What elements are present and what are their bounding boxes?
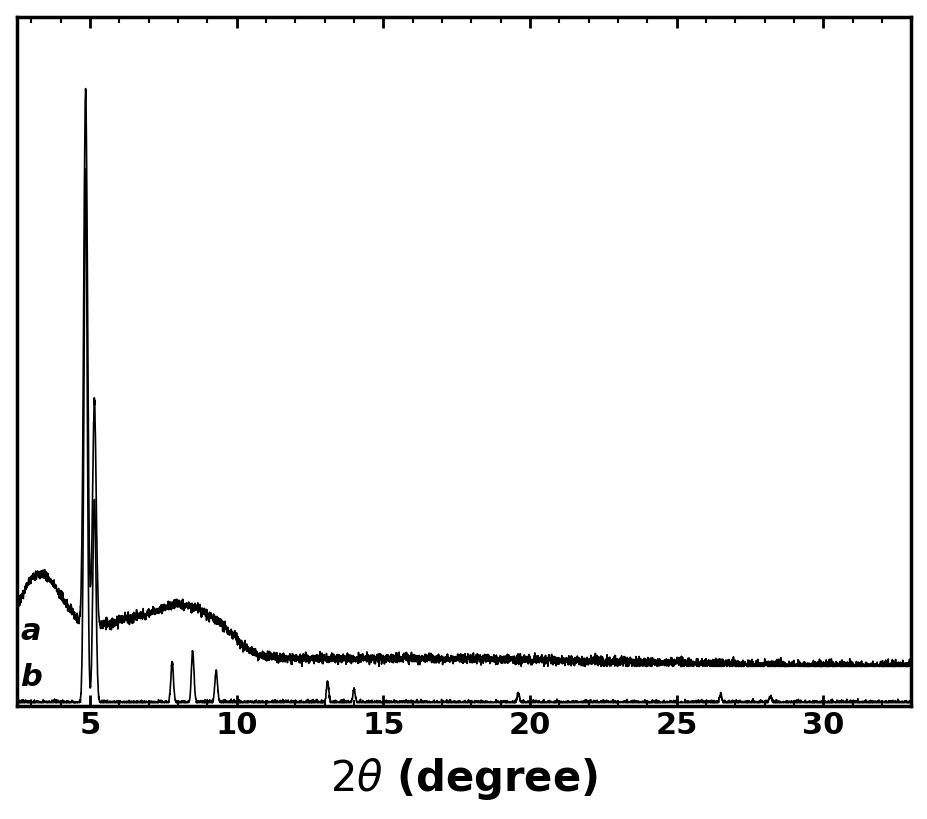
Text: a: a (20, 618, 41, 646)
X-axis label: $\mathit{2\theta}$ (degree): $\mathit{2\theta}$ (degree) (330, 756, 597, 803)
Text: b: b (20, 663, 42, 692)
